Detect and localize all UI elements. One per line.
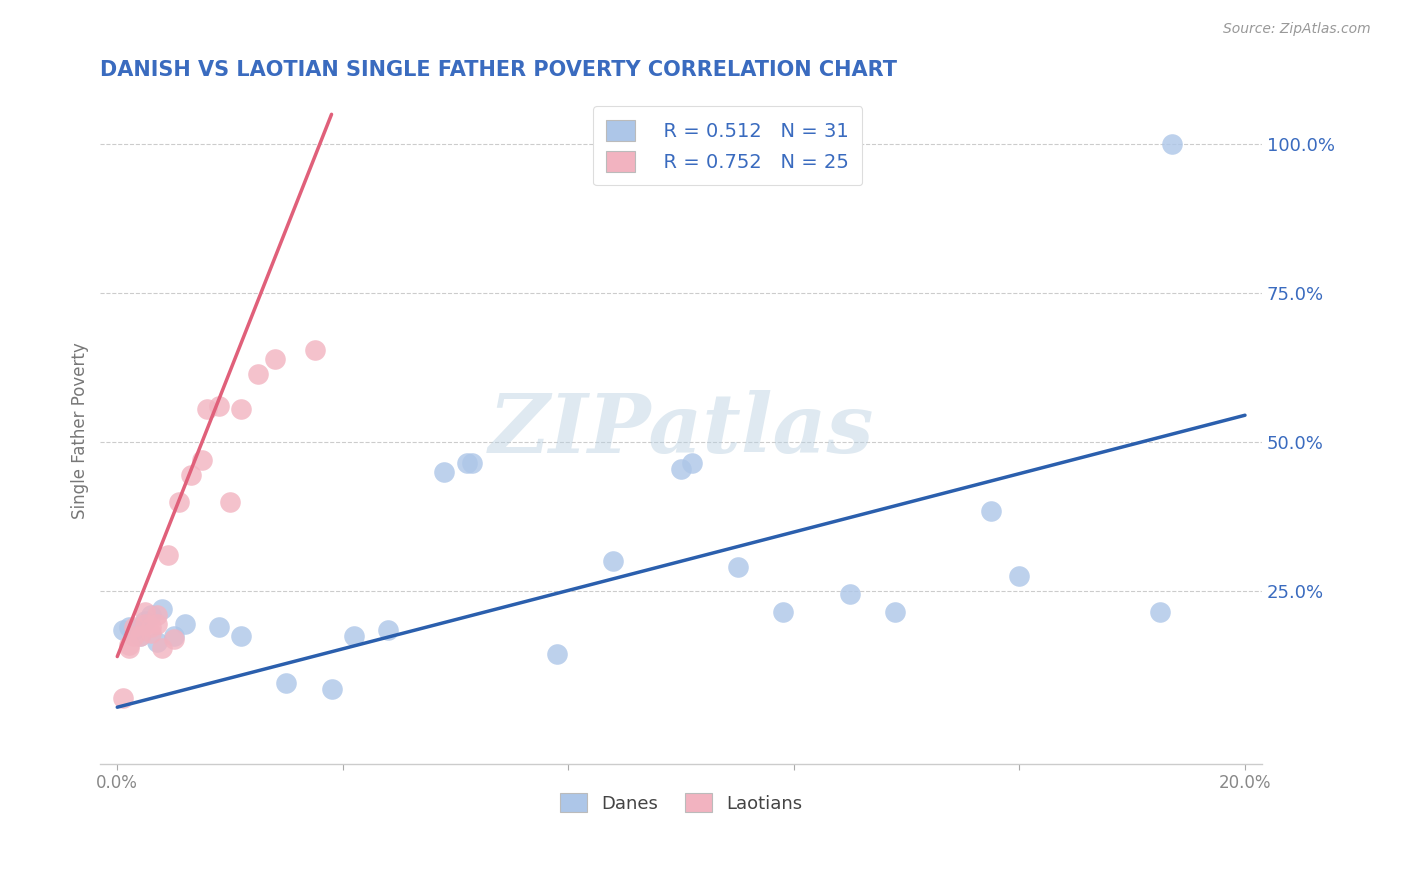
Point (377, 623, 399, 637)
Point (197, 402, 219, 417)
Point (264, 351, 287, 366)
Point (602, 554, 624, 568)
Point (111, 623, 134, 637)
Point (174, 616, 197, 631)
Point (231, 629, 253, 643)
Point (343, 629, 366, 643)
Point (727, 560, 749, 574)
Point (208, 399, 231, 413)
Point (219, 494, 242, 508)
Point (980, 503, 1002, 517)
Point (128, 629, 150, 643)
Point (180, 467, 202, 482)
Point (139, 620, 162, 634)
Point (1160, 137, 1182, 152)
Point (134, 605, 156, 619)
Point (461, 456, 484, 470)
Point (1008, 569, 1031, 583)
Point (122, 629, 145, 643)
Point (191, 453, 214, 467)
Point (150, 640, 173, 655)
Y-axis label: Single Father Poverty: Single Father Poverty (72, 342, 89, 518)
Point (117, 620, 139, 634)
Point (134, 616, 156, 631)
Point (276, 676, 298, 690)
Point (546, 647, 568, 661)
Point (117, 640, 139, 655)
Text: DANISH VS LAOTIAN SINGLE FATHER POVERTY CORRELATION CHART: DANISH VS LAOTIAN SINGLE FATHER POVERTY … (100, 60, 897, 79)
Point (150, 602, 173, 616)
Point (145, 634, 167, 648)
Point (163, 632, 186, 646)
Point (884, 605, 907, 619)
Point (122, 620, 145, 634)
Point (321, 682, 343, 697)
Point (247, 367, 270, 381)
Point (145, 607, 167, 622)
Point (139, 625, 162, 640)
Text: Source: ZipAtlas.com: Source: ZipAtlas.com (1223, 22, 1371, 37)
Point (169, 494, 191, 508)
Text: ZIPatlas: ZIPatlas (488, 390, 875, 470)
Point (139, 607, 162, 622)
Point (772, 605, 794, 619)
Point (456, 456, 478, 470)
Point (134, 614, 156, 628)
Point (304, 343, 326, 357)
Point (681, 456, 703, 470)
Point (156, 548, 179, 562)
Point (122, 623, 145, 637)
Point (145, 616, 167, 631)
Point (1149, 605, 1171, 619)
Point (839, 587, 862, 601)
Point (111, 691, 134, 706)
Point (433, 465, 456, 479)
Point (117, 638, 139, 652)
Point (208, 620, 231, 634)
Point (669, 462, 692, 476)
Legend: Danes, Laotians: Danes, Laotians (551, 783, 811, 822)
Point (231, 402, 253, 417)
Point (128, 629, 150, 643)
Point (163, 629, 186, 643)
